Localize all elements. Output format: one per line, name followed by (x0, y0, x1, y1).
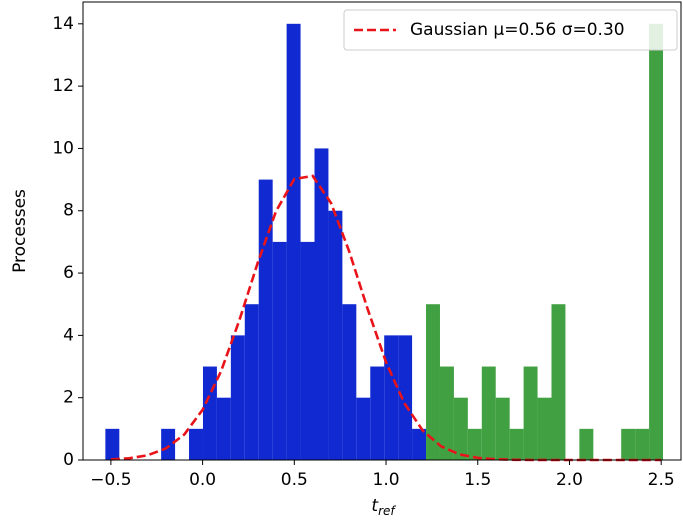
bar (579, 428, 594, 460)
bar (356, 397, 371, 460)
bar (453, 397, 468, 460)
bar (621, 428, 636, 460)
bar (523, 366, 538, 460)
bar (370, 366, 385, 460)
x-tick-label: 0.0 (189, 470, 216, 490)
bar (551, 304, 566, 460)
bar (495, 397, 510, 460)
bar (342, 304, 357, 460)
bar (258, 179, 273, 460)
legend-label: Gaussian μ=0.56 σ=0.30 (410, 20, 625, 40)
bar (439, 366, 454, 460)
bar (230, 335, 245, 460)
bar (537, 397, 552, 460)
bar (649, 23, 664, 461)
bar (105, 428, 120, 460)
bar (286, 23, 301, 461)
bar (328, 210, 343, 460)
bar (202, 366, 217, 460)
x-tick-label: 1.5 (464, 470, 491, 490)
bar (384, 335, 399, 460)
bar (426, 304, 440, 460)
legend: Gaussian μ=0.56 σ=0.30 (343, 9, 678, 51)
bar (314, 148, 329, 461)
x-axis-label: tref (371, 496, 396, 518)
y-tick-label: 12 (52, 76, 74, 96)
x-label-sub: ref (378, 504, 396, 518)
x-label-main: t (371, 496, 379, 516)
y-tick-label: 2 (63, 388, 74, 408)
bar (412, 428, 427, 460)
y-tick-label: 8 (63, 201, 74, 221)
y-tick-label: 0 (63, 450, 74, 470)
bar (398, 335, 413, 460)
y-tick-label: 4 (63, 325, 74, 345)
bar (300, 241, 315, 460)
bar (635, 428, 650, 460)
legend-box (343, 9, 678, 51)
x-tick-label: 0.5 (281, 470, 308, 490)
y-tick-label: 6 (63, 263, 74, 283)
bar (216, 397, 231, 460)
x-tick-label: 2.0 (556, 470, 583, 490)
plot-frame (82, 1, 682, 461)
y-axis-label: Processes (10, 189, 30, 273)
bar (467, 428, 482, 460)
x-tick-label: 1.0 (373, 470, 400, 490)
bar (161, 428, 176, 460)
y-tick-label: 14 (52, 14, 74, 34)
x-tick-label: 2.5 (648, 470, 675, 490)
x-tick-label: −0.5 (90, 470, 131, 490)
bar (272, 241, 287, 460)
bar (509, 428, 524, 460)
bar (189, 428, 203, 460)
y-tick-label: 10 (52, 138, 74, 158)
bar (481, 366, 496, 460)
bar (244, 304, 259, 460)
